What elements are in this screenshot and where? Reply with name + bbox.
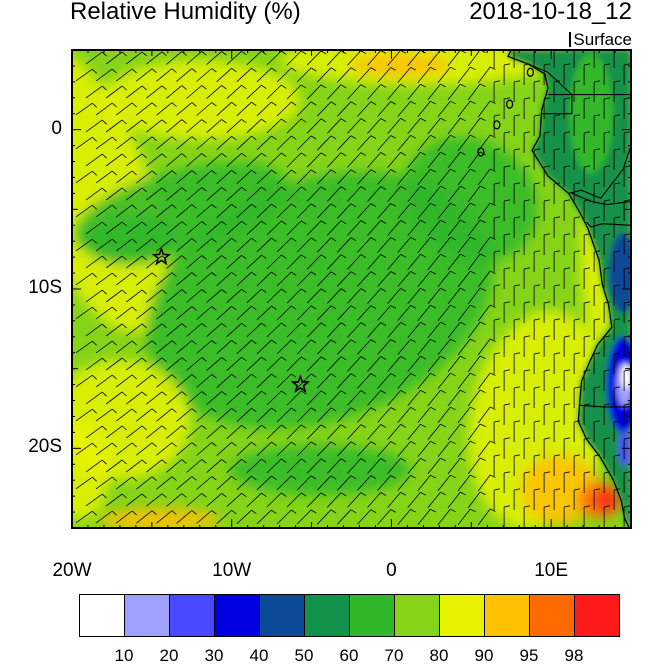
colorbar-label: 40	[249, 646, 269, 665]
map-datetime: 2018-10-18_12	[469, 0, 632, 25]
map-title: Relative Humidity (%)	[70, 0, 301, 25]
wind-barbs	[75, 50, 631, 527]
colorbar-label: 30	[204, 646, 224, 665]
lon-tick-label: 10E	[534, 560, 569, 581]
colorbar-swatch	[304, 594, 350, 637]
field-layer	[72, 50, 631, 528]
colorbar-swatch	[574, 594, 620, 637]
colorbar-swatch	[124, 594, 170, 637]
lat-tick-label: 10S	[28, 277, 62, 298]
lon-tick-label: 10W	[212, 560, 252, 581]
colorbar-swatch	[79, 594, 125, 637]
lat-tick-label: 0	[51, 117, 62, 139]
colorbar-label: 20	[159, 646, 179, 665]
colorbar-swatch	[214, 594, 260, 637]
colorbar-label: 50	[294, 646, 314, 665]
country-border	[568, 145, 631, 199]
country-border	[541, 94, 573, 115]
colorbar-label: 80	[429, 646, 449, 665]
island	[505, 99, 514, 109]
island	[526, 67, 535, 77]
vertical-level-label: Surface	[569, 30, 632, 50]
lat-tick-label: 20S	[28, 436, 62, 458]
colorbar-swatch	[169, 594, 215, 637]
colorbar-swatch	[484, 594, 530, 637]
lon-tick-label: 20W	[52, 560, 92, 581]
colorbar-swatch	[394, 594, 440, 637]
colorbar-label: 10	[114, 646, 134, 665]
colorbar-label: 90	[474, 646, 494, 665]
star-marker	[151, 246, 172, 266]
colorbar-swatch	[259, 594, 305, 637]
coastline	[507, 50, 630, 528]
colorbar-swatch	[349, 594, 395, 637]
star-marker	[290, 374, 311, 393]
colorbar-label: 70	[384, 646, 404, 665]
lon-tick-label: 0	[386, 560, 397, 581]
colorbar-swatch	[529, 594, 575, 637]
land-region	[508, 50, 631, 528]
colorbar-label: 95	[519, 646, 539, 665]
country-border	[585, 221, 631, 228]
colorbar-label: 98	[564, 646, 584, 665]
country-border	[571, 192, 631, 206]
colorbar-swatch	[439, 594, 485, 637]
country-border	[528, 63, 631, 96]
colorbar-label: 60	[339, 646, 359, 665]
